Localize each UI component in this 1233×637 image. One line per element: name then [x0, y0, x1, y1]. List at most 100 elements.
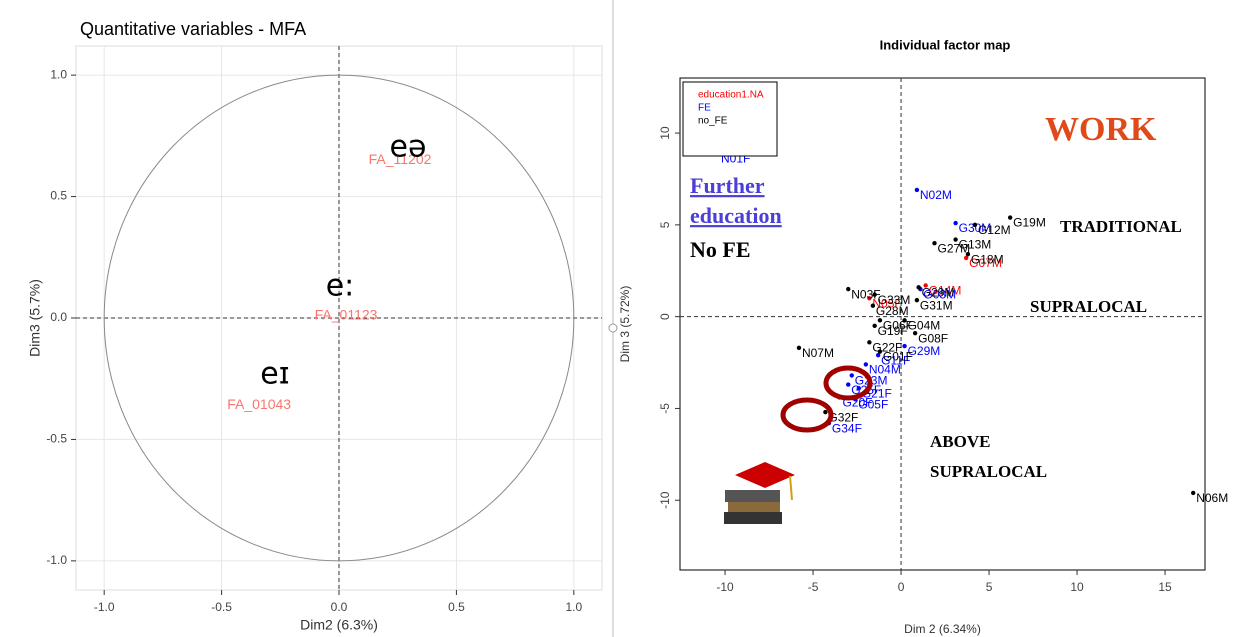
point-label: G13M — [959, 238, 992, 252]
variable-label: FA_11202 — [369, 151, 432, 167]
x-tick-label: -1.0 — [94, 600, 115, 614]
x-axis-label: Dim 2 (6.34%) — [904, 622, 981, 636]
point — [872, 323, 877, 329]
point — [953, 220, 958, 226]
y-tick-label: 5 — [658, 221, 672, 228]
point — [867, 340, 872, 345]
highlight-ring — [780, 397, 834, 433]
books-icon — [724, 462, 795, 524]
point-label: G12M — [978, 223, 1011, 237]
point — [877, 349, 883, 354]
point — [877, 318, 883, 323]
point-label: N06M — [1196, 491, 1228, 505]
annotation: Further — [690, 173, 765, 198]
point-label: G08F — [918, 331, 948, 345]
x-tick-label: 1.0 — [565, 600, 582, 614]
point — [863, 362, 869, 367]
point-label: G29M — [922, 285, 955, 299]
point-label: G28M — [876, 304, 909, 318]
x-tick-label: -10 — [716, 580, 734, 594]
x-tick-label: 10 — [1070, 580, 1084, 594]
y-axis-label: Dim 3 (5.72%) — [618, 286, 632, 363]
annotation: SUPRALOCAL — [1030, 297, 1147, 316]
legend-box — [682, 81, 778, 157]
point-label: G34F — [832, 421, 862, 435]
point-label: G27M — [937, 241, 970, 255]
point-label: G32F — [828, 410, 858, 424]
variable-label: FA_01123 — [315, 306, 378, 322]
point — [963, 255, 969, 261]
annotation: No FE — [690, 237, 751, 262]
point — [1191, 490, 1196, 496]
y-tick-label: 10 — [658, 126, 672, 140]
point — [823, 409, 828, 415]
point — [796, 345, 802, 351]
legend-entry: no_FE — [698, 116, 728, 127]
annotation: ABOVE — [930, 432, 990, 451]
point — [1007, 215, 1013, 220]
point-label: N03F — [851, 287, 880, 301]
point — [867, 296, 872, 301]
point-label: G29M — [908, 344, 941, 358]
annotation: education — [690, 203, 782, 228]
y-tick-label: -1.0 — [46, 553, 67, 567]
y-axis-label: Dim3 (5.7%) — [27, 279, 43, 357]
point — [932, 241, 937, 246]
x-tick-label: 5 — [986, 580, 993, 594]
annotation: TRADITIONAL — [1060, 217, 1182, 236]
annotation: SUPRALOCAL — [930, 462, 1047, 481]
point — [846, 382, 851, 387]
point — [914, 297, 920, 303]
point — [972, 222, 978, 228]
point — [914, 187, 920, 193]
point — [953, 237, 958, 242]
point — [849, 373, 854, 378]
point-label: N07M — [802, 346, 834, 360]
chart-title: Individual factor map — [880, 37, 1011, 52]
left-chart: -1.0 -0.5 0.0 0.5 1.0 -1.0 -0.5 0.0 0.5 1.0 Quanti… — [27, 19, 603, 633]
point-label: N02M — [920, 188, 952, 202]
point — [856, 386, 862, 391]
point — [872, 292, 877, 297]
point — [912, 330, 918, 336]
handle — [608, 323, 618, 333]
point-label: G33M — [878, 293, 911, 307]
y-tick-label: -5 — [658, 403, 672, 414]
y-tick-label: -10 — [658, 491, 672, 509]
y-tick-label: -0.5 — [46, 432, 67, 446]
phoneme-annotation: eə — [390, 130, 427, 165]
point-label: G11F — [881, 353, 910, 367]
point-label: G07M — [969, 256, 1002, 270]
legend-entry: FE — [698, 103, 711, 114]
phoneme-annotation: eɪ — [260, 357, 290, 392]
point — [870, 303, 876, 308]
plot-area — [679, 77, 1206, 571]
point-label: N04M — [869, 363, 901, 377]
annotation: WORK — [1045, 111, 1157, 148]
point — [916, 285, 921, 290]
x-tick-label: 0.0 — [331, 600, 348, 614]
legend-entry: education1.NA — [698, 90, 764, 101]
y-tick-label: 0.5 — [50, 189, 67, 203]
x-tick-label: 15 — [1158, 580, 1172, 594]
point-label: G19M — [1013, 216, 1046, 230]
y-tick-label: 1.0 — [50, 67, 67, 81]
point — [902, 318, 907, 323]
x-axis-label: Dim2 (6.3%) — [300, 617, 378, 633]
point-label: G04M — [908, 319, 941, 333]
point — [965, 252, 971, 257]
point — [875, 353, 881, 358]
point-label: G03M — [923, 287, 956, 301]
point-label: G01F — [883, 350, 913, 364]
point-label: G31M — [920, 298, 953, 312]
point-label: G14M — [929, 284, 962, 298]
point — [923, 283, 928, 288]
x-tick-label: -0.5 — [211, 600, 232, 614]
y-tick-label: 0 — [658, 313, 672, 320]
point — [902, 343, 907, 349]
point — [846, 286, 851, 292]
point-label: N05F — [872, 296, 901, 310]
unit-circle — [103, 74, 575, 562]
point-label: G18M — [971, 252, 1004, 266]
